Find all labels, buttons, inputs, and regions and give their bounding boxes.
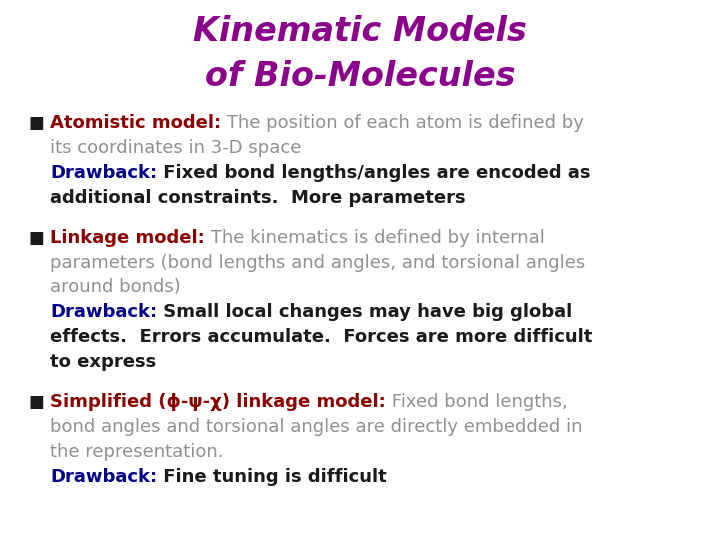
Text: Drawback:: Drawback:: [50, 468, 157, 486]
Text: Fixed bond lengths/angles are encoded as: Fixed bond lengths/angles are encoded as: [157, 164, 590, 182]
Text: The kinematics is defined by internal: The kinematics is defined by internal: [204, 228, 544, 247]
Text: additional constraints.  More parameters: additional constraints. More parameters: [50, 189, 466, 207]
Text: to express: to express: [50, 353, 156, 371]
Text: Atomistic model:: Atomistic model:: [50, 114, 221, 132]
Text: bond angles and torsional angles are directly embedded in: bond angles and torsional angles are dir…: [50, 418, 582, 436]
Text: effects.  Errors accumulate.  Forces are more difficult: effects. Errors accumulate. Forces are m…: [50, 328, 593, 346]
Text: Linkage model:: Linkage model:: [50, 228, 204, 247]
Text: the representation.: the representation.: [50, 443, 223, 461]
Text: Fine tuning is difficult: Fine tuning is difficult: [157, 468, 387, 486]
Text: parameters (bond lengths and angles, and torsional angles: parameters (bond lengths and angles, and…: [50, 254, 585, 272]
Text: ■: ■: [28, 114, 44, 132]
Text: Drawback:: Drawback:: [50, 303, 157, 321]
Text: Drawback:: Drawback:: [50, 164, 157, 182]
Text: Kinematic Models: Kinematic Models: [193, 15, 527, 48]
Text: Fixed bond lengths,: Fixed bond lengths,: [386, 393, 567, 411]
Text: The position of each atom is defined by: The position of each atom is defined by: [221, 114, 584, 132]
Text: its coordinates in 3-D space: its coordinates in 3-D space: [50, 139, 302, 157]
Text: Small local changes may have big global: Small local changes may have big global: [157, 303, 572, 321]
Text: around bonds): around bonds): [50, 279, 181, 296]
Text: ■: ■: [28, 228, 44, 247]
Text: ■: ■: [28, 393, 44, 411]
Text: of Bio-Molecules: of Bio-Molecules: [204, 60, 516, 93]
Text: Simplified (ϕ-ψ-χ) linkage model:: Simplified (ϕ-ψ-χ) linkage model:: [50, 393, 386, 411]
